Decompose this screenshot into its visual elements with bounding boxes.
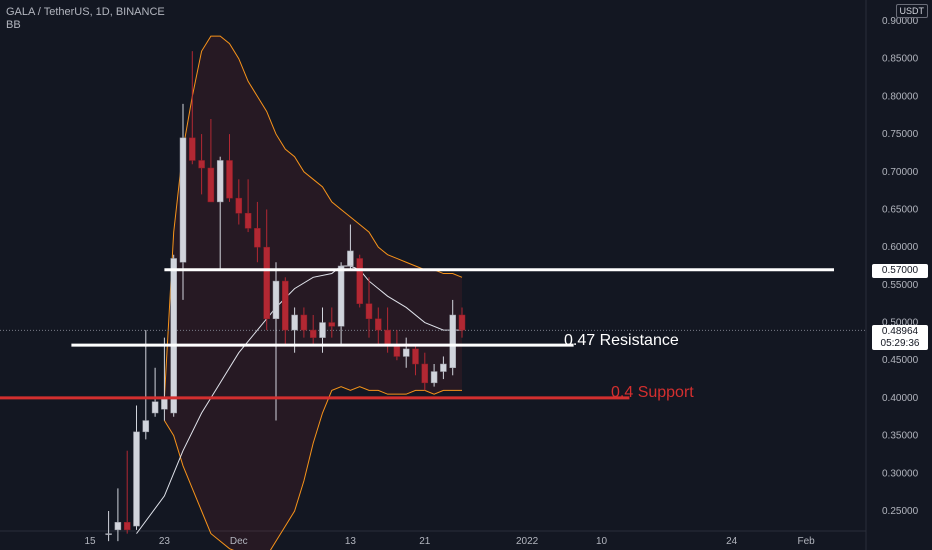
candle-body [161,397,168,410]
candle-body [235,197,243,214]
candle-body [133,431,140,527]
price-tick: 0.35000 [882,431,919,442]
candle-body [375,318,382,331]
last-price-tag: 0.48964 05:29:36 [872,325,928,350]
time-tick: 23 [159,536,171,547]
time-tick: Dec [230,536,248,547]
time-tick: 21 [419,536,431,547]
candle-body [393,344,401,357]
price-tick: 0.55000 [882,280,919,291]
candle-body [226,160,233,199]
price-tick: 0.50000 [882,318,919,329]
time-tick: 24 [726,536,738,547]
price-tick: 0.40000 [882,393,919,404]
time-tick: Feb [797,536,815,547]
candle-body [114,522,122,531]
candle-body [347,250,354,267]
candle-body [458,314,466,331]
symbol-title: GALA / TetherUS, 1D, BINANCE [6,6,165,18]
indicator-label: BB [6,19,21,31]
price-tick: 0.70000 [882,167,919,178]
candle-body [216,160,224,203]
price-tick: 0.45000 [882,355,919,366]
candle-body [189,137,196,161]
price-tick: 0.30000 [882,468,919,479]
candle-body [337,265,345,327]
candle-body [105,533,112,535]
candle-body [356,258,363,304]
candle-body [282,280,289,331]
candle-body [123,522,131,531]
candle-body [402,348,410,357]
time-tick: 15 [84,536,96,547]
candle-body [412,348,419,365]
candle-body [179,137,187,263]
candle-body [170,258,177,414]
candle-body [300,314,308,331]
candle-body [328,322,336,327]
candle-body [319,322,326,338]
candle-body [430,371,438,384]
candle-body [198,160,205,169]
candle-body [440,363,447,372]
countdown-timer: 05:29:36 [880,338,920,349]
time-tick: 10 [596,536,608,547]
candle-body [142,420,150,433]
support-annotation: 0.4 Support [611,384,694,401]
bb-lower-line [163,386,462,550]
candle-body [254,228,261,248]
bb-fill [164,36,462,550]
candle-body [291,314,298,331]
candle-body [151,401,159,414]
price-tick: 0.75000 [882,129,919,140]
price-tick: 0.65000 [882,204,919,215]
candle-body [207,167,215,203]
candle-body [244,212,252,229]
resistance-price-tag: 0.57000 [872,264,928,278]
bb-upper-line [163,35,463,398]
candle-body [365,303,373,320]
currency-badge[interactable]: USDT [895,4,928,18]
price-tick: 0.85000 [882,54,919,65]
candle-body [421,363,429,384]
candle-body [384,329,391,346]
price-tick: 0.80000 [882,91,919,102]
bb-basis-line [136,265,462,534]
last-price-value: 0.48964 [881,326,919,337]
price-tick: 0.60000 [882,242,919,253]
time-tick: 13 [345,536,357,547]
resistance-annotation: 0.47 Resistance [564,332,679,349]
price-tick: 0.90000 [882,16,919,27]
price-tick: 0.25000 [882,506,919,517]
candle-body [272,280,280,320]
candle-body [309,329,317,338]
time-tick: 2022 [516,536,539,547]
candle-body [263,246,270,320]
candle-body [449,314,456,369]
